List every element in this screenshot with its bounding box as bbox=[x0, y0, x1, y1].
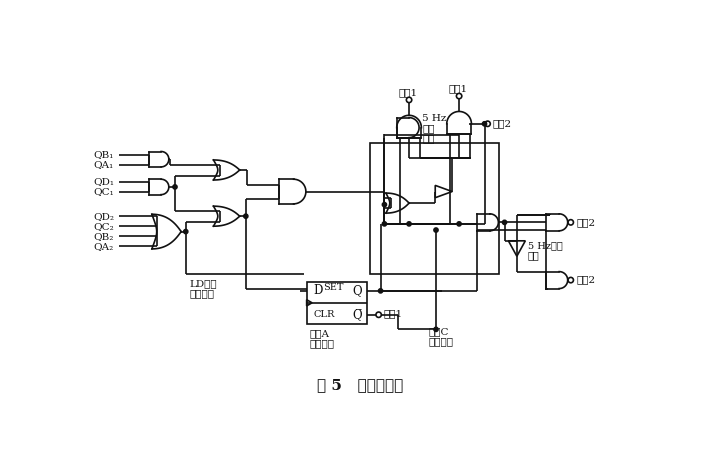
Text: D: D bbox=[314, 284, 323, 297]
Text: 控制输出: 控制输出 bbox=[310, 340, 335, 349]
Text: 黄灯1: 黄灯1 bbox=[398, 88, 418, 97]
Bar bbox=[307, 281, 366, 324]
Text: QA₁: QA₁ bbox=[93, 160, 114, 169]
Text: 红灯1: 红灯1 bbox=[384, 309, 403, 318]
Circle shape bbox=[173, 185, 177, 189]
Circle shape bbox=[184, 229, 188, 234]
Text: 输入: 输入 bbox=[528, 251, 539, 260]
Text: 十位C: 十位C bbox=[428, 327, 449, 336]
Text: QB₂: QB₂ bbox=[93, 232, 114, 241]
Text: 时钟: 时钟 bbox=[422, 124, 435, 133]
Text: 输入: 输入 bbox=[422, 134, 435, 143]
Circle shape bbox=[434, 327, 438, 331]
Text: 控制输出: 控制输出 bbox=[190, 290, 215, 298]
Circle shape bbox=[434, 228, 438, 232]
Text: SET: SET bbox=[324, 283, 344, 292]
Circle shape bbox=[378, 289, 383, 293]
Text: QD₁: QD₁ bbox=[93, 177, 114, 186]
Text: QC₂: QC₂ bbox=[93, 222, 114, 231]
Text: 绿灯2: 绿灯2 bbox=[577, 276, 596, 285]
Text: QC₁: QC₁ bbox=[93, 187, 114, 196]
Text: QD₂: QD₂ bbox=[93, 212, 114, 221]
Text: CLR: CLR bbox=[314, 310, 335, 319]
Circle shape bbox=[244, 214, 248, 218]
Text: Q: Q bbox=[353, 284, 362, 297]
Text: 5 Hz: 5 Hz bbox=[422, 114, 446, 123]
Bar bbox=[370, 143, 499, 274]
Text: LD置数: LD置数 bbox=[190, 280, 217, 288]
Text: 绿灯1: 绿灯1 bbox=[449, 84, 468, 93]
Text: 十位A: 十位A bbox=[310, 330, 330, 339]
Circle shape bbox=[383, 222, 387, 226]
Text: 5 Hz时钟: 5 Hz时钟 bbox=[528, 241, 562, 250]
Text: 红灯2: 红灯2 bbox=[492, 119, 511, 128]
Circle shape bbox=[457, 222, 461, 226]
Text: QA₂: QA₂ bbox=[93, 242, 114, 251]
Text: Q̅: Q̅ bbox=[353, 308, 362, 321]
Text: 控制输出: 控制输出 bbox=[428, 337, 453, 346]
Circle shape bbox=[407, 222, 411, 226]
Circle shape bbox=[383, 202, 387, 207]
Text: 黄灯2: 黄灯2 bbox=[577, 218, 596, 227]
Circle shape bbox=[482, 122, 486, 126]
Text: QB₁: QB₁ bbox=[93, 150, 114, 159]
Circle shape bbox=[503, 220, 507, 224]
Text: 图 5   主控制电路: 图 5 主控制电路 bbox=[317, 379, 403, 393]
